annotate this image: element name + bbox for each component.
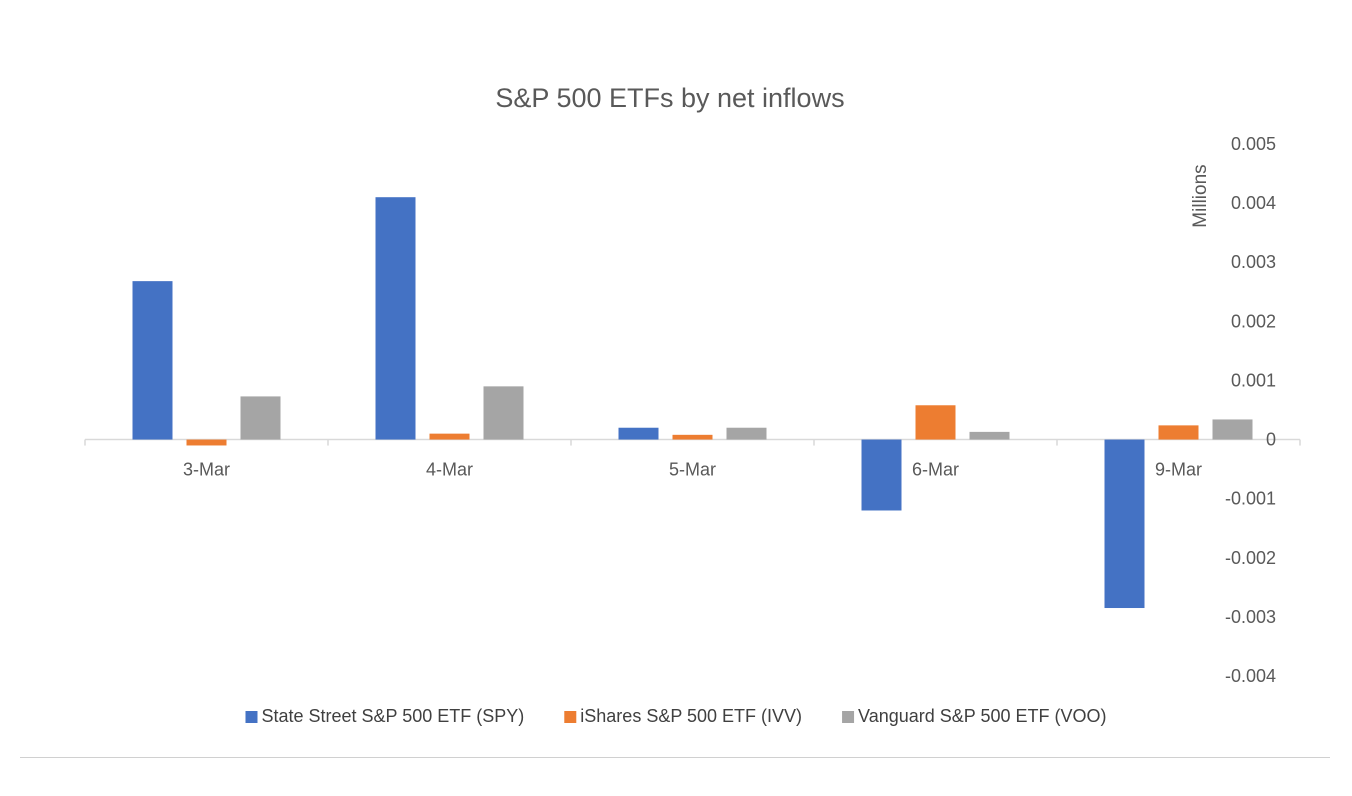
- plot-area: 3-Mar 4-Mar 5-Mar 6-Mar 9-Mar 0.005 0.004 0.003…: [84, 134, 1301, 686]
- legend-swatch: [842, 711, 855, 723]
- bar-state-street-s-p-500-etf-spy--6-mar: [861, 439, 902, 511]
- y-axis-label: Millions: [1190, 164, 1211, 227]
- y-tick-label: 0.005: [1231, 134, 1276, 154]
- legend-swatch: [245, 711, 258, 723]
- y-tick-label: -0.003: [1225, 607, 1276, 627]
- legend-item: State Street S&P 500 ETF (SPY): [245, 706, 524, 726]
- bar-vanguard-s-p-500-etf-voo--6-mar: [969, 431, 1010, 440]
- y-tick-label: 0.004: [1231, 193, 1276, 213]
- y-tick-label: 0: [1266, 430, 1276, 450]
- legend-label: Vanguard S&P 500 ETF (VOO): [858, 706, 1106, 726]
- x-tick-label: 6-Mar: [912, 460, 959, 480]
- legend-item: Vanguard S&P 500 ETF (VOO): [842, 706, 1107, 726]
- x-tick-label: 4-Mar: [426, 460, 473, 480]
- y-tick-label: -0.001: [1225, 489, 1276, 509]
- bar-vanguard-s-p-500-etf-voo--5-mar: [726, 427, 767, 440]
- bar-state-street-s-p-500-etf-spy--3-mar: [132, 281, 173, 440]
- legend-item: iShares S&P 500 ETF (IVV): [564, 706, 802, 726]
- chart-title: S&P 500 ETFs by net inflows: [495, 83, 844, 113]
- bar-vanguard-s-p-500-etf-voo--9-mar: [1212, 419, 1253, 440]
- legend-label: State Street S&P 500 ETF (SPY): [261, 706, 524, 726]
- bar-ishares-s-p-500-etf-ivv--6-mar: [915, 405, 956, 440]
- bar-state-street-s-p-500-etf-spy--4-mar: [375, 197, 416, 440]
- legend: State Street S&P 500 ETF (SPY) iShares S&…: [245, 706, 1107, 726]
- bar-ishares-s-p-500-etf-ivv--5-mar: [672, 434, 713, 440]
- bar-vanguard-s-p-500-etf-voo--3-mar: [240, 396, 281, 440]
- y-tick-label: 0.003: [1231, 252, 1276, 272]
- y-tick-label: 0.002: [1231, 311, 1276, 331]
- bar-ishares-s-p-500-etf-ivv--9-mar: [1158, 425, 1199, 440]
- y-tick-label: -0.002: [1225, 548, 1276, 568]
- bottom-divider: [20, 757, 1330, 758]
- bar-vanguard-s-p-500-etf-voo--4-mar: [483, 386, 524, 440]
- x-tick-label: 5-Mar: [669, 460, 716, 480]
- y-tick-label: -0.004: [1225, 666, 1276, 686]
- x-tick-label: 9-Mar: [1155, 460, 1202, 480]
- legend-swatch: [564, 711, 577, 723]
- bar-ishares-s-p-500-etf-ivv--4-mar: [429, 433, 470, 440]
- y-tick-label: 0.001: [1231, 370, 1276, 390]
- bar-state-street-s-p-500-etf-spy--5-mar: [618, 427, 659, 440]
- bar-ishares-s-p-500-etf-ivv--3-mar: [186, 439, 227, 446]
- x-tick-label: 3-Mar: [183, 460, 230, 480]
- legend-label: iShares S&P 500 ETF (IVV): [580, 706, 802, 726]
- bar-state-street-s-p-500-etf-spy--9-mar: [1104, 439, 1145, 609]
